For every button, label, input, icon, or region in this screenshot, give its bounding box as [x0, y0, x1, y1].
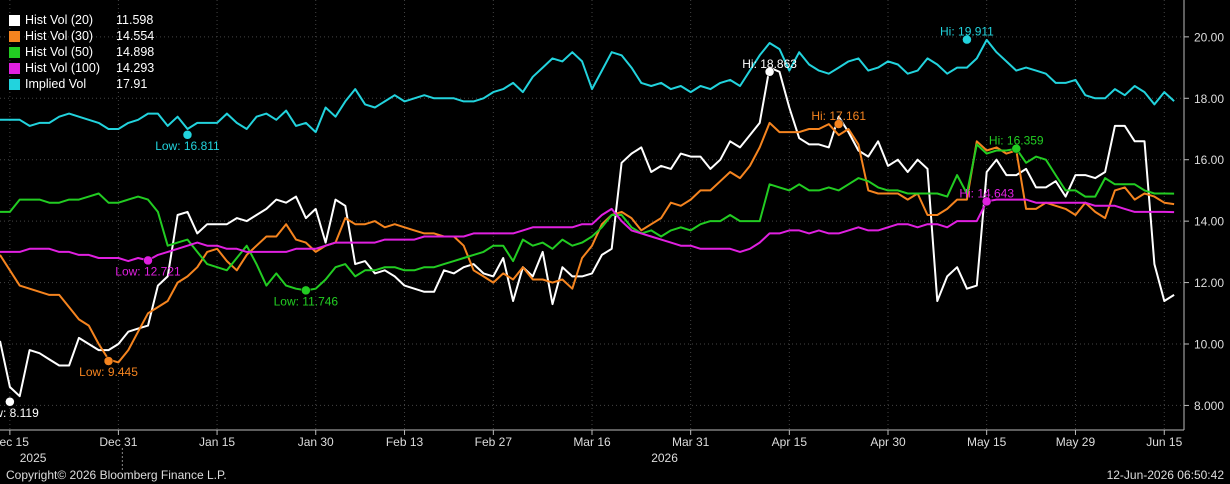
copyright-text: Copyright© 2026 Bloomberg Finance L.P. — [6, 468, 227, 482]
x-tick-label: Apr 30 — [870, 435, 906, 449]
legend-value: 14.293 — [116, 61, 155, 75]
x-tick-label: May 15 — [967, 435, 1007, 449]
legend-label: Hist Vol (20) — [25, 13, 94, 27]
y-tick-label: 16.00 — [1194, 153, 1224, 167]
legend-value: 17.91 — [116, 77, 148, 91]
legend-item-hv30[interactable]: Hist Vol (30) 14.554 — [8, 28, 154, 44]
legend-label: Hist Vol (50) — [25, 45, 94, 59]
x-tick-label: Mar 31 — [672, 435, 710, 449]
x-tick-label: May 29 — [1056, 435, 1096, 449]
legend-swatch — [8, 77, 21, 91]
legend-item-hv100[interactable]: Hist Vol (100) 14.293 — [8, 60, 154, 76]
annotation-label: Hi: 18.863 — [742, 57, 797, 71]
series-line — [0, 143, 1175, 292]
annotation-label: Low: 9.445 — [79, 365, 138, 379]
annotation-marker — [1011, 143, 1022, 154]
hi-low-annotations: Low: 16.811 Hi: 19.911 Low: 8.119 Hi: 18.86… — [0, 25, 1044, 420]
legend-swatch — [8, 61, 21, 75]
legend-item-hv20[interactable]: Hist Vol (20) 11.598 — [8, 12, 154, 28]
annotation-label: Hi: 19.911 — [940, 25, 994, 39]
y-tick-label: 12.00 — [1194, 276, 1224, 290]
y-tick-label: 8.000 — [1194, 399, 1224, 413]
legend-swatch — [8, 13, 21, 27]
legend-label: Hist Vol (30) — [25, 29, 94, 43]
annotation-label: Low: 8.119 — [0, 406, 39, 420]
series-lines — [0, 38, 1175, 398]
annotation-marker — [5, 397, 15, 407]
annotation-label: Low: 12.721 — [115, 264, 181, 278]
x-year-label: 2025 — [20, 451, 47, 465]
series-line — [0, 38, 1175, 134]
x-tick-label: Apr 15 — [772, 435, 808, 449]
legend-swatch — [8, 29, 21, 43]
x-tick-label: Jan 15 — [199, 435, 235, 449]
annotation-marker — [764, 67, 775, 77]
annotation-marker — [103, 356, 114, 366]
grid-lines — [0, 0, 1184, 430]
annotation-label: Low: 11.746 — [274, 294, 339, 308]
y-axis: 8.000 10.00 12.00 14.00 16.00 18.00 20.00 — [1183, 0, 1224, 430]
annotation-label: Hi: 16.359 — [989, 134, 1044, 148]
legend-value: 14.898 — [116, 45, 155, 59]
annotation-marker — [981, 196, 992, 207]
x-tick-label: Mar 16 — [573, 435, 611, 449]
legend-swatch — [8, 45, 21, 59]
legend-label: Implied Vol — [25, 77, 87, 91]
legend-label: Hist Vol (100) — [25, 61, 101, 75]
timestamp-text: 12-Jun-2026 06:50:42 — [1106, 468, 1224, 482]
legend-value: 11.598 — [116, 13, 154, 27]
legend: Hist Vol (20) 11.598 Hist Vol (30) 14.55… — [8, 12, 154, 92]
annotation-marker — [301, 285, 311, 296]
series-line — [0, 121, 1175, 364]
y-tick-label: 14.00 — [1194, 215, 1224, 229]
x-tick-label: Dec 15 — [0, 435, 29, 449]
y-tick-label: 10.00 — [1194, 338, 1224, 352]
annotation-label: Hi: 17.161 — [811, 109, 866, 123]
x-tick-label: Dec 31 — [99, 435, 137, 449]
x-tick-label: Feb 27 — [475, 435, 513, 449]
y-tick-label: 18.00 — [1194, 92, 1224, 106]
annotation-label: Hi: 14.643 — [959, 186, 1014, 200]
annotation-marker — [833, 119, 844, 129]
x-tick-label: Jun 15 — [1146, 435, 1182, 449]
annotation-marker — [143, 255, 153, 266]
series-line — [0, 66, 1175, 398]
series-line — [0, 198, 1175, 263]
legend-value: 14.554 — [116, 29, 155, 43]
annotation-label: Low: 16.811 — [155, 139, 220, 153]
annotation-marker — [962, 34, 972, 45]
legend-item-implied-vol[interactable]: Implied Vol 17.91 — [8, 76, 154, 92]
x-tick-label: Jan 30 — [298, 435, 334, 449]
legend-item-hv50[interactable]: Hist Vol (50) 14.898 — [8, 44, 154, 60]
annotation-marker — [182, 130, 193, 140]
x-axis: Dec 15 Dec 31 Jan 15 Jan 30 Feb 13 Feb 27 Mar … — [0, 429, 1184, 472]
x-tick-label: Feb 13 — [386, 435, 424, 449]
y-tick-label: 20.00 — [1194, 30, 1224, 44]
x-year-label: 2026 — [651, 451, 678, 465]
